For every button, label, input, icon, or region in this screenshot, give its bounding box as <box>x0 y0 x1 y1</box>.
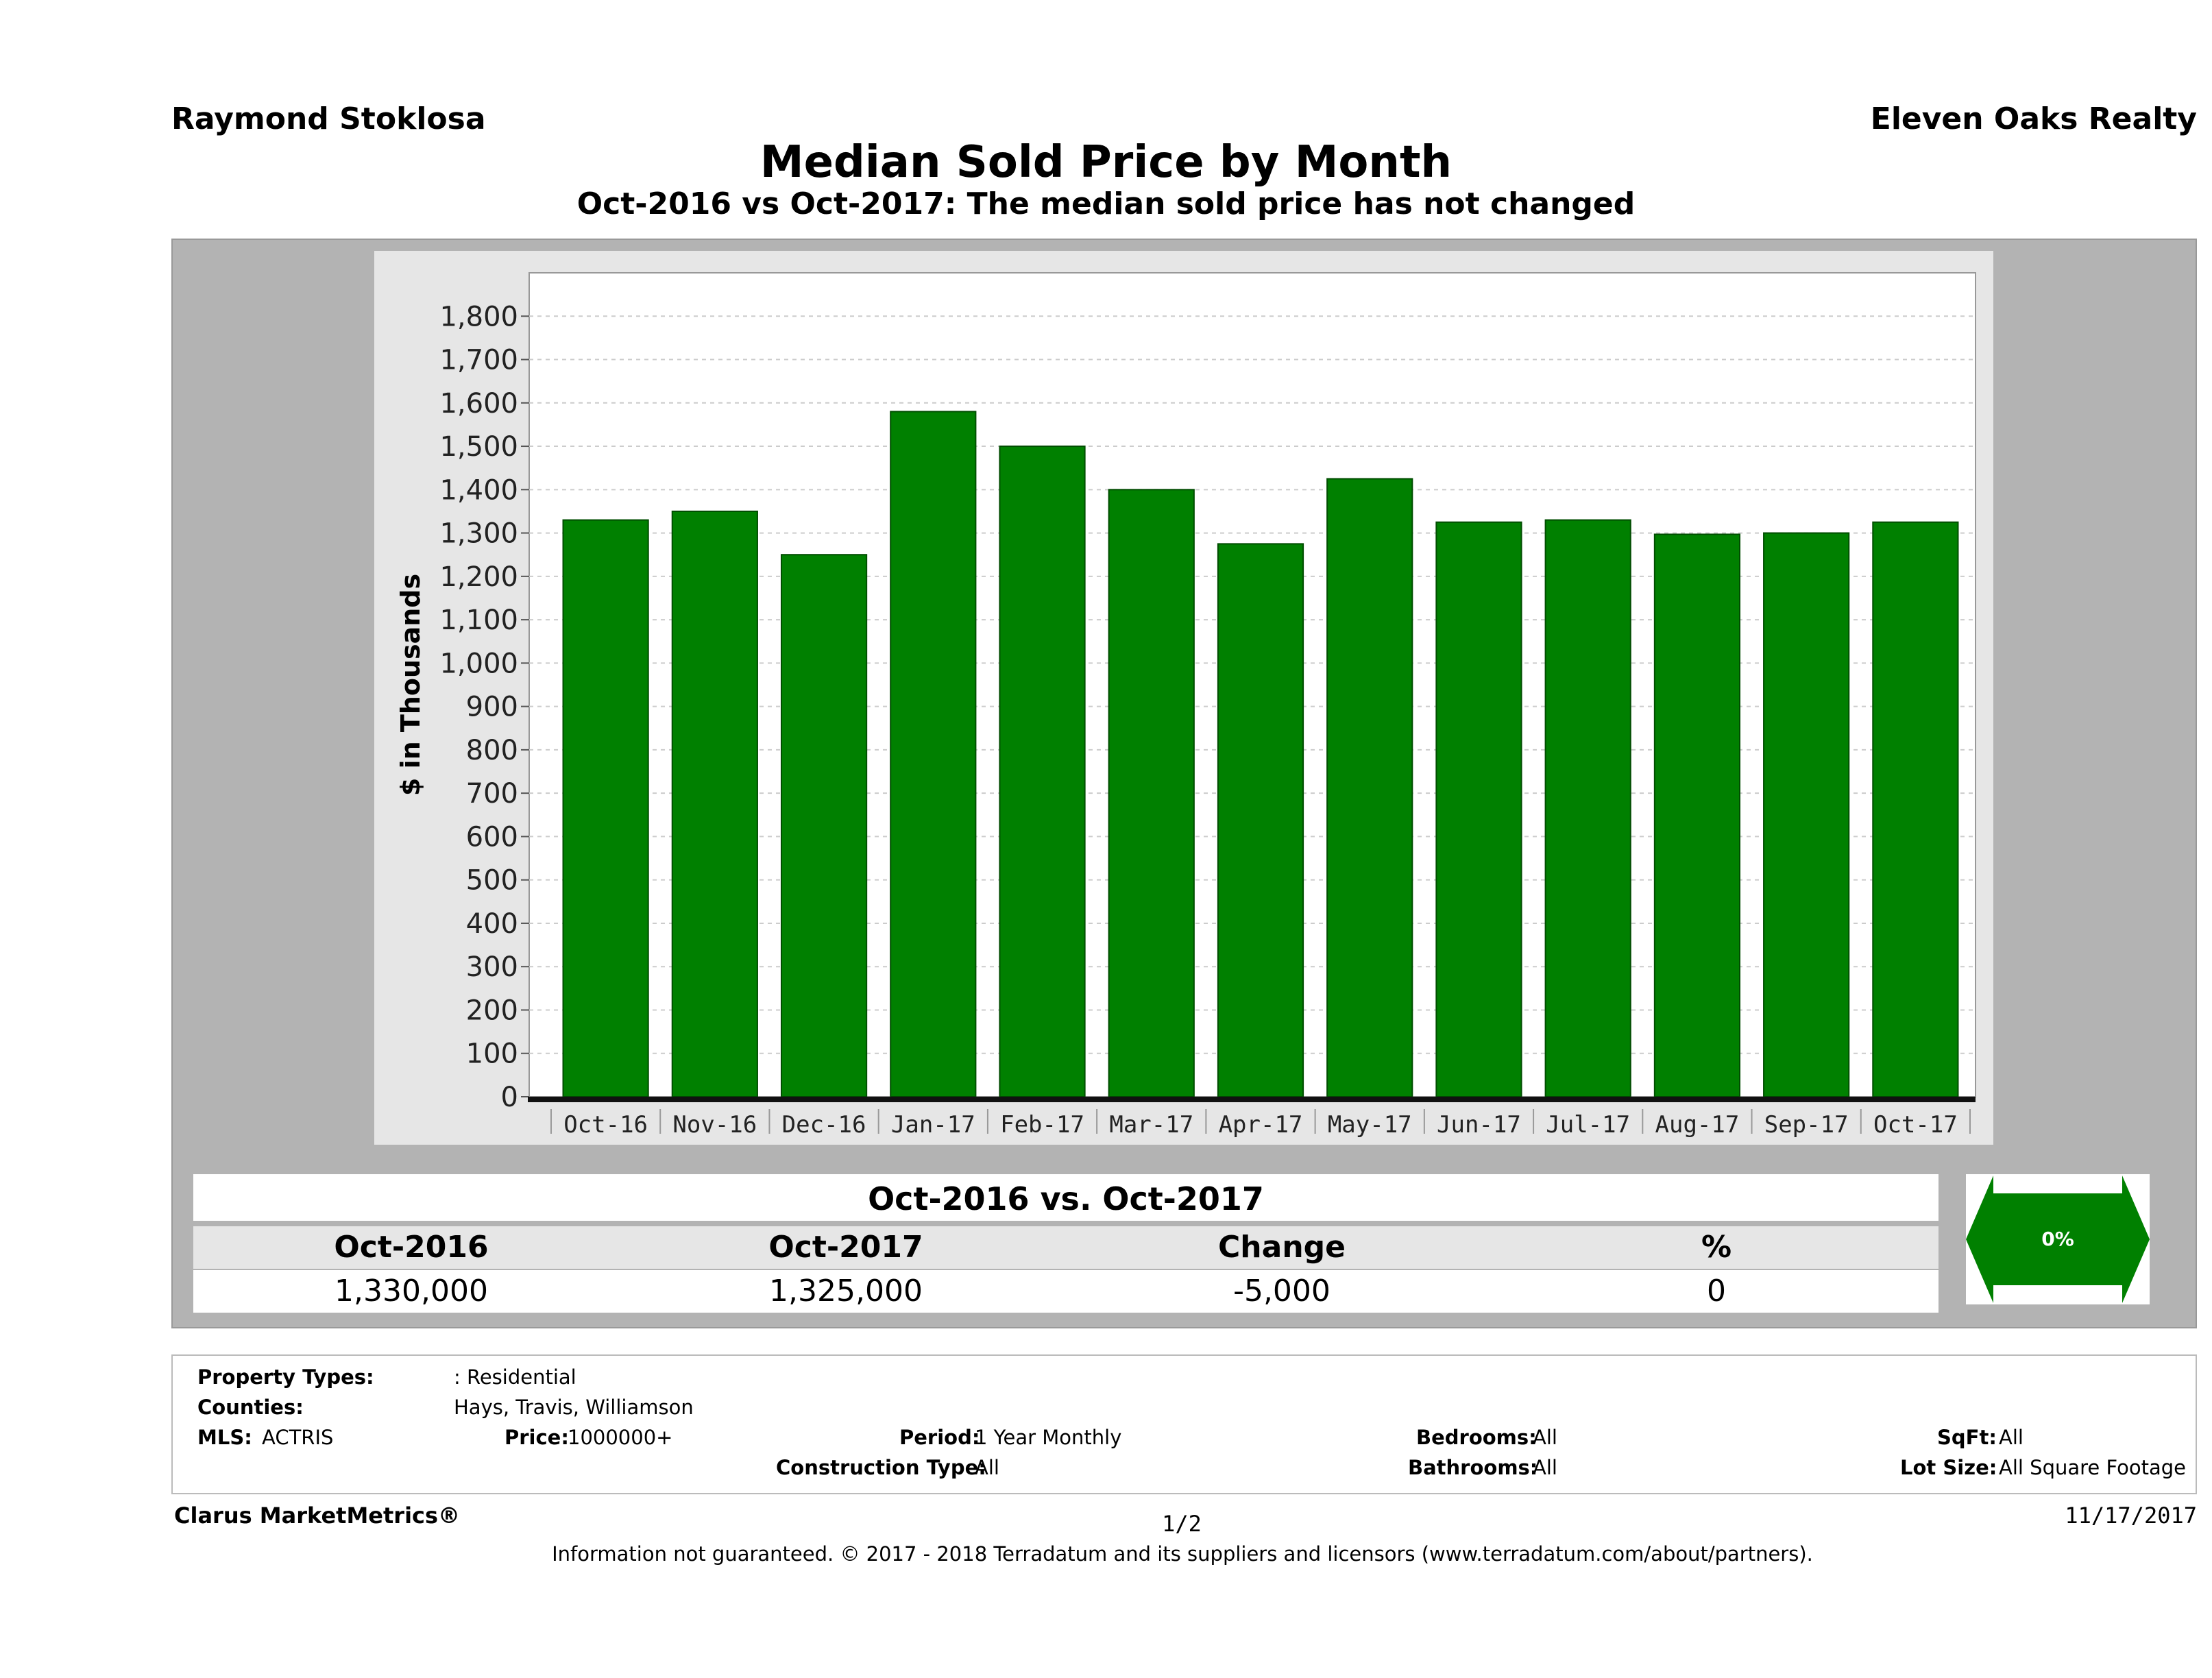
x-tick-label: May-17 <box>1328 1111 1412 1139</box>
summary-header-end: Oct-2017 <box>768 1230 923 1265</box>
x-tick-label: Oct-17 <box>1873 1111 1958 1139</box>
mls-label: MLS: <box>197 1426 252 1449</box>
lot-size-value: All Square Footage <box>1999 1456 2187 1479</box>
property-types-value: : Residential <box>454 1365 576 1389</box>
x-tick-label: Feb-17 <box>1000 1111 1084 1139</box>
bar <box>890 411 977 1098</box>
filter-criteria: Property Types: : Residential Counties: … <box>171 1354 2197 1494</box>
bar <box>1763 532 1850 1098</box>
bar <box>1108 489 1195 1097</box>
y-tick-label: 1,000 <box>439 648 518 679</box>
bar-chart: 0 100 200 300 400 500 600 700 800 900 1,000 1,100 1,… <box>396 272 1976 1139</box>
y-tick-label: 300 <box>466 951 518 983</box>
x-tick-label: Jul-17 <box>1546 1111 1630 1139</box>
construction-type-label: Construction Type: <box>776 1456 986 1479</box>
x-tick-label: Dec-16 <box>782 1111 866 1139</box>
double-arrow-icon <box>1966 1176 2150 1303</box>
x-tick-label: Oct-16 <box>563 1111 648 1139</box>
sqft-value: All <box>1999 1426 2023 1449</box>
y-tick-label: 200 <box>466 995 518 1026</box>
price-value: 1000000+ <box>568 1426 673 1449</box>
summary-value-change: -5,000 <box>1233 1274 1330 1309</box>
bathrooms-label: Bathrooms: <box>1408 1456 1538 1479</box>
summary-heading: Oct-2016 vs. Oct-2017 <box>193 1174 1938 1221</box>
sqft-label: SqFt: <box>1937 1426 1997 1449</box>
period-label: Period: <box>899 1426 980 1449</box>
x-tick-label: Nov-16 <box>672 1111 757 1139</box>
bar <box>1872 521 1959 1097</box>
bedrooms-label: Bedrooms: <box>1416 1426 1537 1449</box>
report-date: 11/17/2017 <box>2065 1503 2197 1529</box>
bedrooms-value: All <box>1533 1426 1557 1449</box>
change-badge: 0% <box>1966 1174 2150 1304</box>
summary-value-end: 1,325,000 <box>769 1274 923 1309</box>
report-title: Median Sold Price by Month <box>759 137 1453 188</box>
y-tick-label: 400 <box>466 908 518 940</box>
chart-area: 0 100 200 300 400 500 600 700 800 900 1,000 1,100 1,… <box>374 251 1993 1145</box>
y-tick-label: 1,600 <box>439 388 518 420</box>
construction-type-value: All <box>975 1456 999 1479</box>
y-tick-label: 1,300 <box>439 518 518 550</box>
bar <box>1544 519 1631 1098</box>
y-tick-label: 1,800 <box>439 301 518 332</box>
counties-value: Hays, Travis, Williamson <box>454 1396 694 1419</box>
property-types-label: Property Types: <box>197 1365 374 1389</box>
y-tick-label: 0 <box>501 1082 518 1113</box>
agent-name: Raymond Stoklosa <box>171 101 486 136</box>
y-tick-label: 1,100 <box>439 605 518 636</box>
y-tick-label: 1,500 <box>439 431 518 463</box>
summary-header-percent: % <box>1701 1230 1732 1265</box>
summary-header-row: Oct-2016 Oct-2017 Change % <box>193 1226 1938 1269</box>
period-value: 1 Year Monthly <box>975 1426 1122 1449</box>
y-tick-label: 500 <box>466 865 518 897</box>
x-tick-label: Jan-17 <box>891 1111 975 1139</box>
y-tick-label: 1,400 <box>439 474 518 506</box>
summary-table: Oct-2016 vs. Oct-2017 Oct-2016 Oct-2017 … <box>193 1174 1938 1313</box>
bathrooms-value: All <box>1533 1456 1557 1479</box>
x-tick-label: Sep-17 <box>1764 1111 1849 1139</box>
bar <box>1653 533 1741 1097</box>
y-tick-label: 1,200 <box>439 561 518 593</box>
counties-label: Counties: <box>197 1396 304 1419</box>
bar <box>671 510 758 1097</box>
summary-value-row: 1,330,000 1,325,000 -5,000 0 <box>193 1270 1938 1313</box>
page-number: 1/2 <box>1162 1511 1202 1537</box>
summary-value-start: 1,330,000 <box>335 1274 488 1309</box>
bar <box>780 554 868 1098</box>
mls-value: ACTRIS <box>262 1426 334 1449</box>
disclaimer: Information not guaranteed. © 2017 - 201… <box>552 1542 1813 1566</box>
bar <box>1217 543 1304 1098</box>
bar <box>562 519 649 1098</box>
badge-percent: 0% <box>2041 1228 2074 1250</box>
summary-header-change: Change <box>1218 1230 1346 1265</box>
x-tick-label: Mar-17 <box>1109 1111 1193 1139</box>
y-tick-label: 700 <box>466 778 518 810</box>
x-tick-label: Aug-17 <box>1655 1111 1740 1139</box>
y-tick-label: 100 <box>466 1038 518 1070</box>
y-tick-label: 900 <box>466 692 518 723</box>
bar <box>999 446 1086 1098</box>
footer-brand: Clarus MarketMetrics® <box>174 1503 461 1529</box>
brokerage-name: Eleven Oaks Realty <box>1870 101 2197 136</box>
summary-value-percent: 0 <box>1707 1274 1726 1309</box>
y-tick-label: 800 <box>466 735 518 766</box>
y-tick-label: 600 <box>466 821 518 853</box>
x-tick-label: Apr-17 <box>1219 1111 1303 1139</box>
x-tick-label: Jun-17 <box>1437 1111 1521 1139</box>
bar <box>1435 521 1522 1097</box>
y-tick-label: 1,700 <box>439 345 518 376</box>
report-subtitle: Oct-2016 vs Oct-2017: The median sold pr… <box>576 186 1636 221</box>
y-axis-title: $ in Thousands <box>396 574 426 796</box>
price-label: Price: <box>505 1426 569 1449</box>
summary-header-start: Oct-2016 <box>334 1230 489 1265</box>
bar <box>1326 478 1413 1097</box>
lot-size-label: Lot Size: <box>1900 1456 1997 1479</box>
